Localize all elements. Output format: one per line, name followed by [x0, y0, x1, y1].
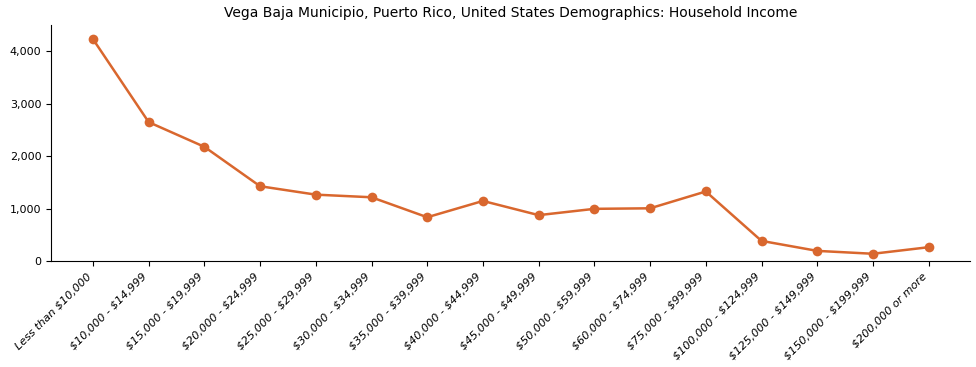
Title: Vega Baja Municipio, Puerto Rico, United States Demographics: Household Income: Vega Baja Municipio, Puerto Rico, United…	[224, 6, 797, 19]
